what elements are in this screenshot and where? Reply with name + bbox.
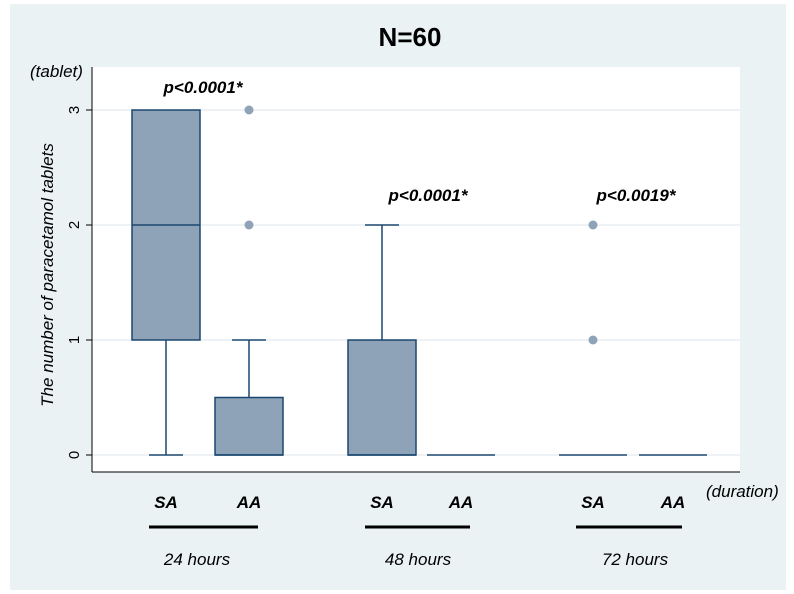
y-tick-label-3: 3 — [66, 106, 83, 114]
p-value-annotation: p<0.0001* — [163, 78, 244, 97]
box-label: SA — [370, 493, 394, 512]
y-tick-label-0: 0 — [66, 451, 83, 459]
y-axis-label: The number of paracetamol tablets — [38, 143, 57, 407]
group-label: 24 hours — [163, 550, 231, 569]
box-label: AA — [236, 493, 262, 512]
box-label: SA — [154, 493, 178, 512]
chart-title: N=60 — [379, 22, 442, 52]
y-ticks: 0 1 2 3 — [66, 106, 92, 459]
box-24-hours-AA — [214, 105, 284, 456]
box-72-hours-SA — [559, 220, 627, 456]
box-24-hours-SA — [131, 109, 201, 456]
box-label: SA — [581, 493, 605, 512]
y-tick-label-2: 2 — [66, 221, 83, 229]
outlier-point-1 — [588, 220, 598, 230]
y-tick-label-1: 1 — [66, 336, 83, 344]
box-label: AA — [660, 493, 686, 512]
outlier-point-0 — [588, 335, 598, 345]
box-iqr — [214, 396, 284, 456]
box-48-hours-SA — [347, 224, 417, 456]
group-label: 72 hours — [602, 550, 669, 569]
p-value-annotation: p<0.0001* — [388, 186, 469, 205]
box-label: AA — [448, 493, 474, 512]
x-unit-label: (duration) — [706, 482, 779, 501]
outlier-point-1 — [244, 105, 254, 115]
x-labels-layer: SA AA 24 hours p<0.0001* SA AA 48 hours p<0.000… — [149, 78, 685, 569]
boxes-layer — [131, 105, 707, 456]
p-value-annotation: p<0.0019* — [596, 186, 677, 205]
group-label: 48 hours — [385, 550, 452, 569]
y-unit-label: (tablet) — [30, 62, 83, 81]
box-iqr — [347, 339, 417, 456]
outlier-point-0 — [244, 220, 254, 230]
